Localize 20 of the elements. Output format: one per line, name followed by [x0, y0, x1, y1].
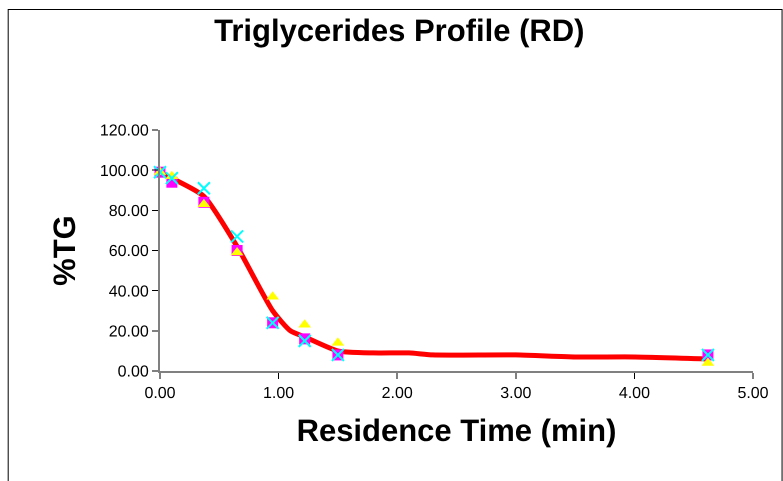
- y-tick-label: 0.00: [118, 364, 149, 381]
- y-tick-label: 40.00: [108, 283, 149, 300]
- x-tick-label: 1.00: [263, 385, 294, 402]
- y-tick-label: 20.00: [108, 323, 149, 340]
- point: [196, 181, 211, 196]
- y-tick-label: 80.00: [108, 202, 149, 220]
- x-tick-label: 5.00: [737, 385, 769, 402]
- x-tick-label: 2.00: [382, 385, 413, 402]
- x-tick-label: 3.00: [500, 385, 532, 402]
- x-tick-label: 0.00: [144, 385, 176, 402]
- chart-title: Triglycerides Profile (RD): [214, 12, 585, 48]
- x-tick-label: 4.00: [618, 385, 650, 402]
- y-axis-title: %TG: [47, 215, 82, 286]
- point: [298, 334, 312, 348]
- point: [164, 171, 179, 186]
- point: [230, 229, 244, 244]
- x-axis-title: Residence Time (min): [296, 412, 616, 448]
- y-tick-label: 100.00: [100, 162, 149, 180]
- y-tick-label: 120.00: [100, 122, 149, 140]
- y-tick-label: 60.00: [108, 243, 149, 260]
